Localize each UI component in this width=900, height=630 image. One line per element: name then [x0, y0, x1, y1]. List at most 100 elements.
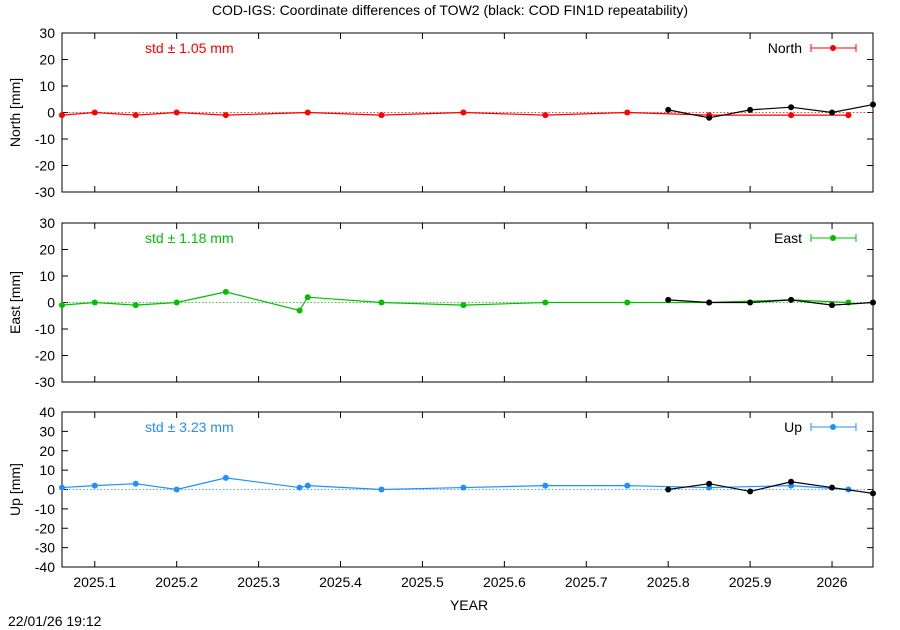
y-tick-label: -40	[35, 559, 55, 575]
y-tick-label: 10	[39, 462, 55, 478]
legend-marker	[830, 45, 836, 51]
y-tick-label: -30	[35, 374, 55, 390]
data-point	[173, 299, 180, 306]
y-axis-label: North [mm]	[7, 78, 23, 147]
data-point	[304, 482, 311, 489]
x-tick-label: 2025.5	[401, 574, 444, 590]
data-point	[91, 299, 98, 306]
repeatability-point	[870, 299, 876, 306]
y-tick-label: 30	[39, 25, 55, 41]
x-tick-label: 2026	[816, 574, 847, 590]
data-point	[132, 302, 139, 309]
repeatability-point	[665, 106, 672, 113]
data-point	[624, 109, 631, 116]
data-point	[304, 109, 311, 116]
legend-label: North	[768, 40, 802, 56]
x-tick-label: 2025.4	[319, 574, 362, 590]
repeatability-line	[668, 103, 874, 119]
data-point	[460, 109, 467, 116]
repeatability-line	[668, 299, 874, 306]
y-tick-label: 30	[39, 423, 55, 439]
std-label: std ± 1.18 mm	[145, 230, 234, 246]
data-point	[542, 482, 549, 489]
y-tick-label: 0	[47, 105, 55, 121]
std-label: std ± 3.23 mm	[145, 419, 234, 435]
data-point	[378, 112, 385, 119]
y-tick-label: 20	[39, 52, 55, 68]
y-tick-label: -20	[35, 348, 55, 364]
repeatability-point	[870, 490, 876, 497]
data-point	[788, 112, 795, 119]
std-label: std ± 1.05 mm	[145, 40, 234, 56]
repeatability-point	[829, 484, 836, 491]
y-tick-label: 30	[39, 215, 55, 231]
y-tick-label: -10	[35, 501, 55, 517]
repeatability-point	[870, 101, 876, 108]
data-point	[59, 484, 65, 491]
data-point	[91, 109, 98, 116]
repeatability-point	[747, 299, 754, 306]
repeatability-point	[788, 296, 795, 303]
repeatability-point	[706, 299, 713, 306]
legend-marker	[830, 424, 836, 430]
repeatability-point	[747, 488, 754, 495]
data-point	[132, 480, 139, 487]
y-tick-label: 10	[39, 268, 55, 284]
data-point	[460, 484, 467, 491]
data-point	[624, 482, 631, 489]
y-tick-label: 10	[39, 78, 55, 94]
data-point	[542, 299, 549, 306]
data-point	[460, 302, 467, 309]
legend-label: Up	[784, 419, 802, 435]
y-tick-label: 40	[39, 404, 55, 420]
data-point	[378, 299, 385, 306]
x-tick-label: 2025.1	[73, 574, 116, 590]
data-point	[222, 288, 229, 295]
y-tick-label: -30	[35, 184, 55, 200]
chart-title: COD-IGS: Coordinate differences of TOW2 …	[212, 2, 688, 18]
data-point	[845, 112, 852, 119]
repeatability-point	[706, 114, 713, 121]
y-tick-label: 0	[47, 295, 55, 311]
data-point	[59, 302, 65, 309]
data-point	[222, 474, 229, 481]
timestamp: 22/01/26 19:12	[8, 613, 102, 629]
series-line	[61, 477, 849, 491]
x-tick-label: 2025.8	[647, 574, 690, 590]
repeatability-point	[829, 302, 836, 309]
x-tick-label: 2025.6	[483, 574, 526, 590]
y-tick-label: -30	[35, 540, 55, 556]
legend-label: East	[774, 230, 802, 246]
data-point	[173, 109, 180, 116]
y-tick-label: -10	[35, 131, 55, 147]
y-axis-label: Up [mm]	[7, 463, 23, 516]
data-point	[132, 112, 139, 119]
y-tick-label: 20	[39, 443, 55, 459]
series-line	[61, 291, 849, 312]
data-point	[304, 294, 311, 301]
x-tick-label: 2025.9	[729, 574, 772, 590]
repeatability-point	[665, 296, 672, 303]
data-point	[173, 486, 180, 493]
data-point	[59, 112, 65, 119]
x-tick-label: 2025.2	[155, 574, 198, 590]
y-axis-label: East [mm]	[7, 271, 23, 334]
repeatability-point	[706, 480, 713, 487]
y-tick-label: -20	[35, 520, 55, 536]
data-point	[296, 307, 303, 314]
y-tick-label: 0	[47, 482, 55, 498]
panels-group: 30 20 10 0 -10 -20 -30 North [mm] std ± 1.05 mm N…	[7, 25, 876, 590]
x-axis-label: YEAR	[450, 597, 488, 613]
y-tick-label: -10	[35, 321, 55, 337]
data-point	[222, 112, 229, 119]
repeatability-point	[829, 109, 836, 116]
x-tick-label: 2025.3	[237, 574, 280, 590]
y-tick-label: -20	[35, 158, 55, 174]
repeatability-point	[788, 478, 795, 485]
repeatability-line	[668, 481, 874, 494]
data-point	[624, 299, 631, 306]
y-tick-label: 20	[39, 242, 55, 258]
repeatability-point	[788, 104, 795, 111]
data-point	[542, 112, 549, 119]
